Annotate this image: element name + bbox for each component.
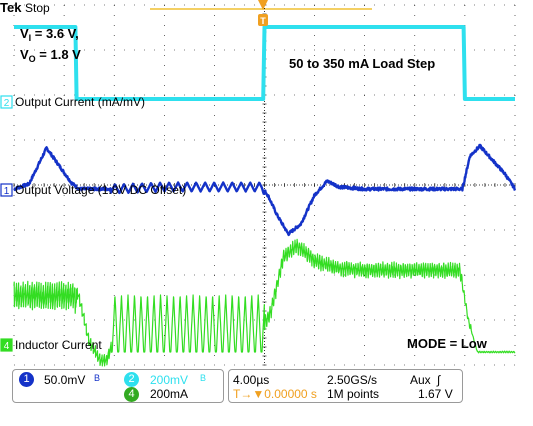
trigger-position-value: T→▼0.00000 s [233, 387, 317, 401]
run-state-label: Stop [25, 1, 50, 15]
ch1-bandwidth-icon: B [94, 373, 101, 383]
series-label-output-current: Output Current (mA/mV) [15, 95, 145, 109]
load-step-label: 50 to 350 mA Load Step [289, 56, 435, 71]
ch1-badge[interactable]: 1 [19, 372, 34, 387]
horizontal-trigger-panel[interactable] [228, 369, 463, 403]
ch2-marker-label: 2 [4, 98, 10, 109]
trigger-slope-icon: ∫ [437, 373, 441, 387]
vertical-settings-panel[interactable] [12, 369, 224, 403]
trigger-marker[interactable]: T [258, 0, 268, 26]
ch2-bandwidth-icon: B [200, 373, 207, 383]
ch4-marker-label: 4 [4, 341, 10, 352]
ch2-scale: 200mV [150, 373, 189, 387]
sample-rate-value: 2.50GS/s [327, 373, 378, 387]
ch4-level-marker[interactable]: 4 [0, 338, 13, 352]
output-voltage-trace [13, 143, 517, 237]
brand-label: Tek [0, 0, 22, 15]
mode-label: MODE = Low [407, 336, 488, 351]
ch1-marker-label: 1 [4, 186, 10, 197]
ch2-level-marker[interactable]: 2 [0, 95, 13, 109]
trigger-marker-label: T [260, 16, 266, 26]
vi-label: VI = 3.6 V, [20, 26, 79, 43]
ch1-level-marker[interactable]: 1 [0, 183, 13, 197]
ch4-badge[interactable]: 4 [124, 387, 139, 402]
inductor-current-trace [13, 238, 516, 367]
ch1-scale: 50.0mV [44, 373, 86, 387]
traces-group [13, 25, 517, 367]
record-length-value: 1M points [327, 387, 380, 401]
timebase-value: 4.00µs [233, 373, 270, 387]
trigger-source-value: Aux [410, 373, 431, 387]
output-current-trace [14, 25, 515, 101]
series-label-output-voltage: Output Voltage (1.8V DC Offset) [15, 183, 186, 197]
trigger-level-value: 1.67 V [418, 387, 453, 401]
ch4-scale: 200mA [150, 387, 189, 401]
vo-label: VO = 1.8 V [20, 47, 81, 64]
series-label-inductor-current: Inductor Current [15, 338, 102, 352]
ch2-badge[interactable]: 2 [124, 372, 139, 387]
